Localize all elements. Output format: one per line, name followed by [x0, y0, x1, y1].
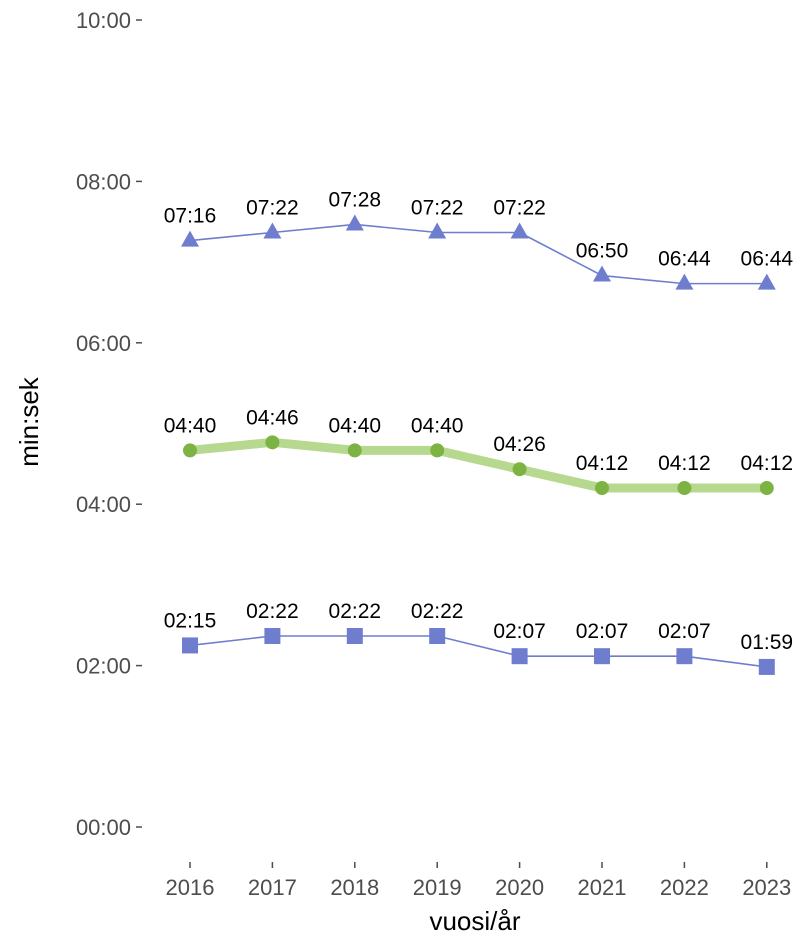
series-line — [189, 223, 768, 285]
square-marker — [758, 658, 775, 675]
data-label: 04:40 — [329, 414, 382, 437]
data-label: 07:16 — [164, 205, 217, 228]
x-tick-label: 2016 — [166, 875, 215, 900]
circle-marker — [183, 443, 197, 458]
square-marker — [182, 637, 198, 654]
circle-marker — [595, 481, 609, 496]
y-axis-title: min:sek — [14, 376, 44, 467]
y-tick-label: 00:00 — [76, 815, 131, 840]
x-axis: 2016 2017 2018 2019 2020 2021 2022 2023 — [166, 862, 791, 900]
data-label: 02:22 — [411, 600, 464, 623]
triangle-marker — [428, 222, 447, 239]
triangle-marker — [510, 222, 529, 239]
square-marker — [264, 628, 281, 645]
series-line — [185, 437, 772, 493]
data-label: 02:07 — [658, 620, 711, 643]
triangle-marker — [181, 230, 199, 247]
x-tick-label: 2022 — [660, 875, 709, 900]
square-marker — [429, 628, 446, 645]
y-tick-label: 06:00 — [76, 331, 131, 356]
triangle-marker — [345, 214, 364, 231]
triangle-marker — [675, 273, 694, 290]
y-tick-label: 08:00 — [76, 169, 131, 194]
y-axis: 00:00 02:00 04:00 06:00 08:00 10:00 — [76, 8, 142, 840]
data-label: 02:15 — [164, 609, 217, 632]
circle-marker — [759, 481, 774, 496]
x-tick-label: 2019 — [413, 875, 462, 900]
circle-marker — [512, 462, 527, 477]
data-label: 02:22 — [329, 600, 382, 623]
triangle-marker — [757, 273, 776, 290]
circle-marker — [677, 481, 692, 496]
circle-marker — [265, 435, 280, 450]
square-marker — [594, 648, 610, 665]
data-label: 06:44 — [658, 248, 711, 271]
x-tick-label: 2021 — [578, 875, 627, 900]
x-tick-label: 2018 — [330, 875, 379, 900]
series-line — [189, 635, 768, 668]
series-layer: 07:16 07:22 07:28 07:22 07:22 06:50 06:44 06:44… — [164, 188, 794, 675]
data-label: 04:12 — [741, 452, 794, 475]
data-label: 04:40 — [164, 414, 217, 437]
x-tick-label: 2020 — [495, 875, 544, 900]
triangle-marker — [263, 222, 282, 239]
circle-marker — [430, 443, 445, 458]
data-label: 06:44 — [741, 248, 794, 271]
square-marker — [346, 628, 363, 645]
data-label: 04:40 — [411, 414, 464, 437]
data-label: 04:12 — [576, 452, 629, 475]
data-label: 04:46 — [246, 406, 299, 429]
x-axis-title: vuosi/år — [429, 906, 520, 936]
y-tick-label: 04:00 — [76, 492, 131, 517]
data-label: 07:28 — [329, 188, 382, 211]
data-label: 07:22 — [246, 197, 299, 220]
data-label: 02:07 — [493, 620, 546, 643]
data-label: 04:12 — [658, 452, 711, 475]
square-marker — [511, 648, 528, 665]
data-label: 04:26 — [493, 433, 546, 456]
data-label: 02:07 — [576, 620, 629, 643]
series-circle: 04:40 04:46 04:40 04:40 04:26 04:12 04:12 04:12 — [164, 406, 794, 496]
square-marker — [676, 648, 693, 665]
triangle-marker — [593, 265, 611, 282]
x-tick-label: 2023 — [742, 875, 791, 900]
data-label: 01:59 — [741, 631, 794, 654]
data-label: 06:50 — [576, 240, 629, 263]
data-label: 07:22 — [493, 197, 546, 220]
data-label: 07:22 — [411, 197, 464, 220]
series-square: 02:15 02:22 02:22 02:22 02:07 02:07 02:07 01:59 — [164, 600, 793, 675]
circle-marker — [347, 443, 362, 458]
y-tick-label: 10:00 — [76, 8, 131, 33]
x-tick-label: 2017 — [248, 875, 297, 900]
y-tick-label: 02:00 — [76, 654, 131, 679]
series-triangle: 07:16 07:22 07:28 07:22 07:22 06:50 06:44 06:44 — [164, 188, 794, 290]
data-label: 02:22 — [246, 600, 299, 623]
